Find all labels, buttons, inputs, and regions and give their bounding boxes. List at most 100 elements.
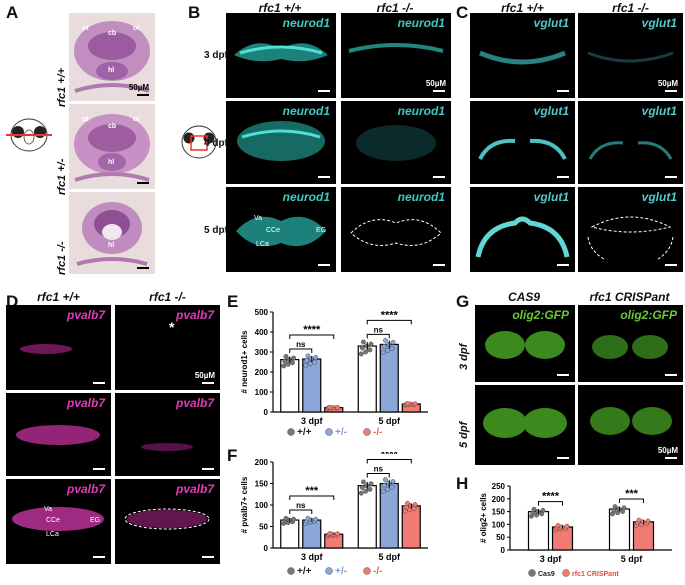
scale-bar xyxy=(557,90,569,92)
data-point xyxy=(367,486,373,492)
data-point xyxy=(335,531,340,537)
data-point xyxy=(361,339,366,345)
label-cce: CCe xyxy=(266,227,281,234)
label-lca: LCa xyxy=(46,531,59,538)
pvalb7-mut-3dpf: pvalb7 * 50µM xyxy=(115,305,220,390)
data-point xyxy=(380,350,386,355)
significance-bracket xyxy=(366,333,390,339)
scale-bar xyxy=(665,264,677,266)
panel-letter-h: H xyxy=(456,474,469,493)
histology-het: ot cb ot hl xyxy=(69,104,155,189)
scale-bar xyxy=(202,468,214,470)
olig2-crispant-3dpf: olig2:GFP xyxy=(578,305,683,382)
panel-letter-c: C xyxy=(456,3,469,22)
legend-marker xyxy=(363,428,371,436)
y-axis-label: # pvalb7+ cells xyxy=(240,476,249,533)
data-point xyxy=(645,518,651,524)
significance-bracket xyxy=(619,498,644,504)
data-point xyxy=(636,517,642,523)
data-point xyxy=(368,341,374,347)
panel-letter-f: F xyxy=(227,446,238,465)
scale-bar xyxy=(433,176,445,178)
pvalb7-wt-3dpf: pvalb7 xyxy=(6,305,111,390)
scale-bar xyxy=(433,90,445,92)
y-tick-label: 150 xyxy=(492,508,506,517)
gene-label: vglut1 xyxy=(641,16,677,30)
col-header-cas9: CAS9 xyxy=(507,290,540,304)
y-tick-label: 200 xyxy=(255,368,269,377)
neurod1-wt-5dpf: neurod1 Va CCe LCa EG xyxy=(226,187,336,272)
y-tick-label: 150 xyxy=(255,480,269,489)
data-point xyxy=(313,516,318,522)
data-point xyxy=(408,503,414,509)
data-point xyxy=(381,344,387,349)
scale-bar xyxy=(202,556,214,558)
significance-bracket xyxy=(366,319,412,325)
col-header-mut: rfc1 -/- xyxy=(149,290,186,304)
data-point xyxy=(363,488,369,494)
scale-bar xyxy=(93,468,105,470)
chart-h: 0 50 100 150 200 250 # olig2+ cells 3 dpf **** 5 … xyxy=(462,470,684,580)
histology-wt: ot cb ot hl 50µM xyxy=(69,13,155,101)
neurod1-wt-4dpf: neurod1 xyxy=(226,101,336,184)
data-point xyxy=(291,355,296,361)
scale-bar xyxy=(137,182,149,184)
legend-label: Cas9 xyxy=(538,571,555,578)
y-tick-label: 300 xyxy=(255,348,269,357)
gene-label: pvalb7 xyxy=(66,482,105,496)
scale-bar xyxy=(137,267,149,269)
scale-bar xyxy=(93,556,105,558)
panel-letter-e: E xyxy=(227,292,239,311)
data-point xyxy=(281,363,287,369)
genotype-label-het: rfc1 +/- xyxy=(56,158,68,195)
legend-marker xyxy=(562,569,570,577)
gene-label: olig2:GFP xyxy=(512,308,569,322)
pvalb7-mut-5dpf: pvalb7 xyxy=(115,479,220,564)
gene-label: neurod1 xyxy=(282,104,330,118)
legend-marker xyxy=(325,567,333,575)
chart-f: 0 50 100 150 200 # pvalb7+ cells 3 dpf ns *** 5 d… xyxy=(233,449,433,580)
row-label-3dpf: 3 dpf xyxy=(204,50,228,61)
label-hl: hl xyxy=(108,159,115,166)
scale-bar xyxy=(665,90,677,92)
y-tick-label: 100 xyxy=(492,520,506,529)
significance-bracket xyxy=(366,459,412,464)
col-header-crispant: rfc1 CRISPant xyxy=(589,290,670,304)
col-header-mut: rfc1 -/- xyxy=(376,1,414,15)
x-tick-label: 5 dpf xyxy=(379,416,402,426)
scale-bar xyxy=(557,457,569,459)
data-point xyxy=(363,349,369,355)
pvalb7-wt-5dpf: pvalb7 Va CCe EG LCa xyxy=(6,479,111,564)
label-eg: EG xyxy=(316,227,327,234)
gene-label: pvalb7 xyxy=(175,308,214,322)
data-point xyxy=(405,401,410,406)
legend-label: -/- xyxy=(373,427,382,438)
gene-label: neurod1 xyxy=(397,16,445,30)
scale-bar xyxy=(318,176,330,178)
label-ot: ot xyxy=(82,116,89,123)
data-point xyxy=(359,345,365,351)
genotype-label-mut: rfc1 -/- xyxy=(56,241,68,275)
data-point xyxy=(364,343,370,349)
pvalb7-wt-4dpf: pvalb7 xyxy=(6,393,111,476)
significance-bracket xyxy=(289,334,335,339)
significance-label: **** xyxy=(303,324,321,336)
data-point xyxy=(359,485,365,490)
data-point xyxy=(327,531,333,536)
data-point xyxy=(327,404,333,410)
data-point xyxy=(383,477,388,483)
gene-label: neurod1 xyxy=(282,190,330,204)
pvalb7-mut-4dpf: pvalb7 xyxy=(115,393,220,476)
y-tick-label: 200 xyxy=(255,458,269,467)
x-tick-label: 5 dpf xyxy=(621,554,644,564)
scale-bar xyxy=(557,264,569,266)
y-tick-label: 100 xyxy=(255,501,269,510)
col-header-wt: rfc1 +/+ xyxy=(37,290,80,304)
panel-letter-b: B xyxy=(188,3,201,22)
data-point xyxy=(385,348,391,353)
label-hl: hl xyxy=(108,242,115,249)
asterisk-marker: * xyxy=(169,319,175,335)
gene-label: vglut1 xyxy=(641,104,677,118)
gene-label: pvalb7 xyxy=(175,482,214,496)
vglut1-mut-4dpf: vglut1 xyxy=(578,101,683,184)
